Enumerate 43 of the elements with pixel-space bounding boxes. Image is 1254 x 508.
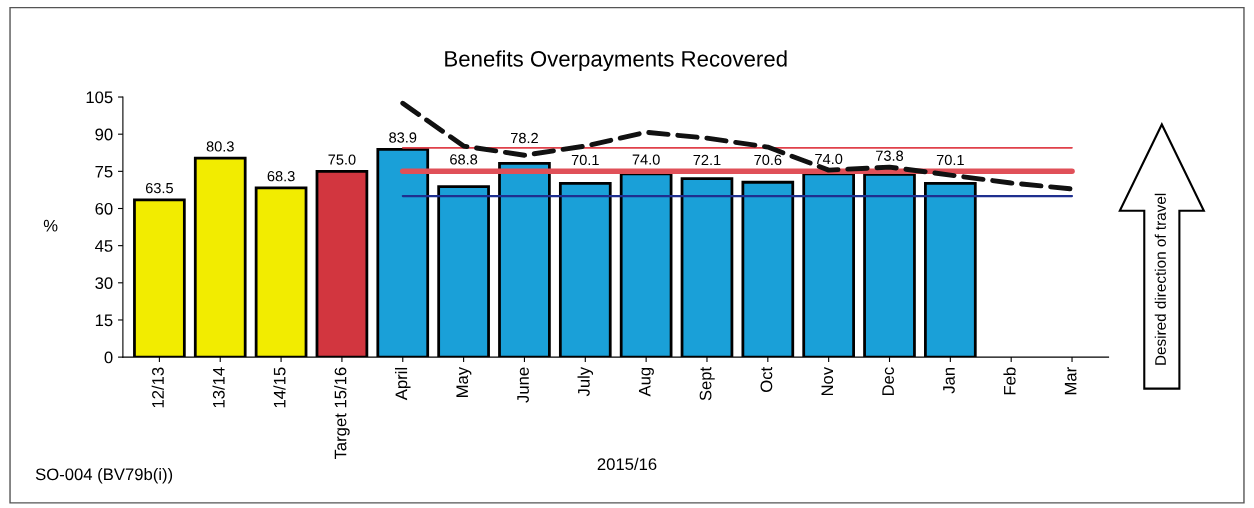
x-tick-label: April	[395, 367, 411, 401]
data-label: 68.8	[450, 154, 478, 165]
x-tick-label: June	[517, 367, 529, 403]
y-tick-label: 75	[95, 165, 113, 178]
y-tick-label: 15	[95, 314, 113, 327]
y-tick-label: 30	[95, 277, 113, 290]
x-tick-label: Feb	[1003, 367, 1016, 395]
text: Desired direction of travel	[1154, 193, 1166, 365]
y-tick-label: 105	[86, 91, 113, 104]
x-tick-label: Sept	[699, 366, 715, 401]
data-label: 70.1	[936, 154, 964, 166]
x-tick-label: May	[456, 366, 472, 397]
text: SO-004 (BV79b(i))	[35, 467, 173, 484]
data-label: 70.1	[571, 154, 599, 166]
data-label: 74.0	[632, 154, 660, 165]
x-tick-label: Mar	[1064, 367, 1077, 395]
y-tick-label: 0	[104, 351, 113, 364]
x-tick-label: 14/15	[273, 367, 286, 408]
x-tick-label: 13/14	[212, 367, 225, 408]
data-label: 72.1	[693, 154, 721, 165]
x-tick-label: Jan	[943, 367, 955, 394]
x-axis-title: 2015/16	[597, 457, 657, 471]
data-label: 68.3	[267, 171, 295, 182]
data-label: 80.3	[206, 141, 234, 152]
data-label: 73.8	[876, 150, 904, 161]
x-tick-label: 12/13	[151, 367, 164, 408]
data-label: 78.2	[511, 132, 538, 144]
y-tick-label: 90	[95, 128, 113, 141]
data-label: 70.6	[754, 154, 782, 166]
y-axis-title: %	[43, 219, 58, 232]
x-tick-label: July	[577, 366, 594, 397]
y-tick-label: 45	[95, 240, 113, 252]
data-label: 63.5	[145, 182, 173, 194]
y-tick-label: 60	[95, 202, 113, 215]
chart-title: Benefits Overpayments Recovered	[445, 50, 787, 72]
x-tick-label: Target 15/16	[334, 367, 350, 460]
data-label: 74.0	[815, 153, 843, 165]
x-tick-label: Nov	[821, 366, 834, 396]
x-tick-label: Aug	[638, 367, 654, 397]
x-tick-label: Dec	[882, 367, 894, 396]
x-tick-label: Oct	[760, 366, 773, 392]
data-label: 83.9	[389, 132, 417, 143]
data-label: 75.0	[328, 154, 356, 165]
